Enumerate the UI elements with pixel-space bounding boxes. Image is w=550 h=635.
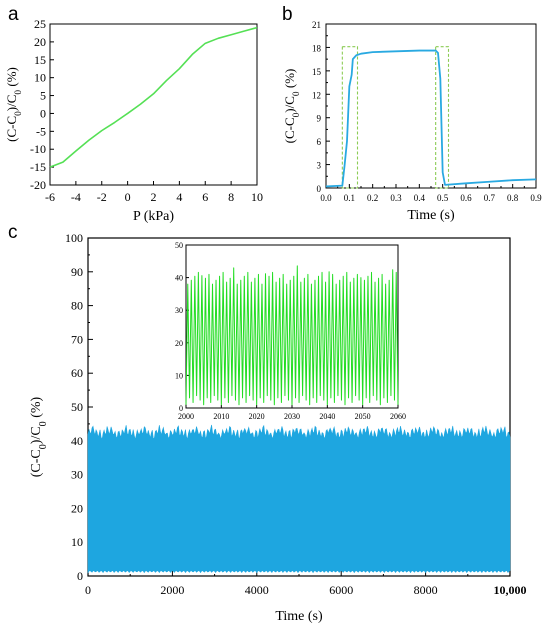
x-tick-label: 2000 <box>178 412 194 421</box>
y-tick-label: 70 <box>71 332 83 346</box>
highlight-box <box>435 46 450 189</box>
x-tick-label: 0.3 <box>390 193 402 203</box>
x-tick-label: 2010 <box>213 412 229 421</box>
y-tick-label: 10 <box>34 71 46 85</box>
y-tick-label: 15 <box>34 53 46 67</box>
y-tick-label: 12 <box>312 90 321 100</box>
x-tick-label: 2040 <box>319 412 335 421</box>
y-tick-label: -20 <box>30 178 46 192</box>
x-tick-label: 2 <box>151 190 157 204</box>
x-axis-title: Time (s) <box>275 609 323 624</box>
x-tick-label: 0.2 <box>367 193 378 203</box>
y-tick-label: 15 <box>312 67 322 77</box>
y-tick-label: -10 <box>30 142 46 156</box>
x-tick-label: 4 <box>176 190 182 204</box>
y-tick-label: 10 <box>71 535 83 549</box>
x-tick-label: 0 <box>85 583 91 597</box>
highlight-box <box>341 46 359 189</box>
y-tick-label: 40 <box>175 274 183 283</box>
x-tick-label: 2060 <box>390 412 406 421</box>
x-tick-label: -4 <box>71 190 81 204</box>
y-tick-label: -15 <box>30 160 46 174</box>
x-tick-label: 2030 <box>284 412 300 421</box>
panel-label-b: b <box>282 4 293 25</box>
series-line <box>325 49 537 188</box>
series-line <box>185 265 399 406</box>
x-tick-label: 0.0 <box>320 193 332 203</box>
y-tick-label: 6 <box>317 137 322 147</box>
y-tick-label: 10 <box>175 371 183 380</box>
x-tick-label: 6000 <box>329 583 353 597</box>
y-tick-label: 30 <box>175 306 183 315</box>
x-tick-label: 8000 <box>414 583 438 597</box>
x-tick-label: 8 <box>228 190 234 204</box>
x-tick-label: 0.1 <box>344 193 355 203</box>
y-tick-label: 3 <box>317 161 322 171</box>
y-tick-label: 5 <box>40 89 46 103</box>
x-tick-label: 4000 <box>245 583 269 597</box>
x-tick-label: -2 <box>97 190 107 204</box>
y-tick-label: 9 <box>317 114 322 124</box>
y-tick-label: 50 <box>175 241 183 250</box>
y-tick-label: 0 <box>317 184 322 194</box>
y-tick-label: 60 <box>71 366 83 380</box>
y-tick-label: 18 <box>312 43 322 53</box>
x-tick-label: 10 <box>251 190 263 204</box>
x-tick-label: 0.9 <box>530 193 542 203</box>
panel-label-a: a <box>8 4 19 25</box>
x-tick-label: 0.7 <box>484 193 496 203</box>
x-axis-title: Time (s) <box>407 208 455 223</box>
y-tick-label: 30 <box>71 468 83 482</box>
x-tick-label: 0.6 <box>460 193 472 203</box>
x-tick-label: 6 <box>202 190 208 204</box>
y-tick-label: 20 <box>71 501 83 515</box>
x-tick-label: 10,000 <box>494 583 527 597</box>
y-tick-label: 100 <box>65 231 83 245</box>
y-axis-title: (C-C0)/C0 (%) <box>29 396 49 477</box>
y-tick-label: 25 <box>34 17 46 31</box>
x-tick-label: 2050 <box>355 412 371 421</box>
y-tick-label: 80 <box>71 299 83 313</box>
x-tick-label: -6 <box>45 190 55 204</box>
y-tick-label: 20 <box>175 339 183 348</box>
y-tick-label: 40 <box>71 434 83 448</box>
panel-label-c: c <box>8 222 18 243</box>
x-tick-label: 2000 <box>160 583 184 597</box>
y-tick-label: 90 <box>71 265 83 279</box>
plot-frame <box>49 23 258 186</box>
y-axis-title: (C-C0)/C0 (%) <box>282 69 302 144</box>
series-line <box>49 26 258 168</box>
x-axis-title: P (kPa) <box>133 209 174 224</box>
y-tick-label: 0 <box>77 569 83 583</box>
x-tick-label: 0.5 <box>437 193 449 203</box>
y-tick-label: 0 <box>40 106 46 120</box>
x-tick-label: 0.4 <box>414 193 426 203</box>
y-axis-title: (C-C0)/C0 (%) <box>4 67 24 142</box>
y-tick-label: 50 <box>71 400 83 414</box>
y-tick-label: 0 <box>179 404 183 413</box>
x-tick-label: 0.8 <box>507 193 519 203</box>
y-tick-label: -5 <box>36 124 46 138</box>
y-tick-label: 21 <box>312 20 321 30</box>
x-tick-label: 2020 <box>249 412 265 421</box>
y-tick-label: 20 <box>34 35 46 49</box>
x-tick-label: 0 <box>125 190 131 204</box>
chart-c: 0 2000 4000 6000 8000 10,00001020304050607080… <box>29 231 527 624</box>
chart-b: 0.0 0.1 0.2 0.3 0.4 0.5 0.6 0.7 0.8 0.9 0 3 6 9 12 15 18… <box>282 20 542 223</box>
series-band <box>87 424 511 574</box>
